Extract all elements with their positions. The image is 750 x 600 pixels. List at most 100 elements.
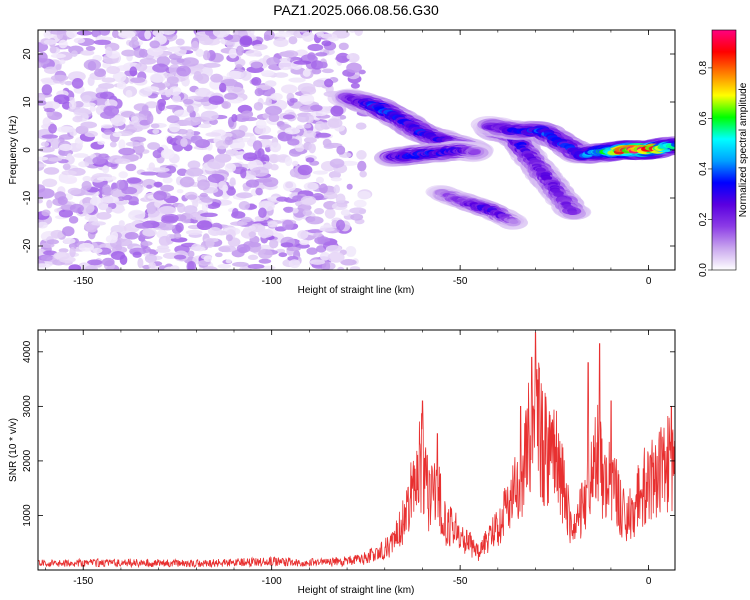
noise-blob xyxy=(68,72,82,79)
noise-blob xyxy=(139,57,157,65)
noise-blob xyxy=(276,196,289,202)
noise-blob xyxy=(311,68,322,75)
noise-blob xyxy=(287,138,300,146)
noise-blob xyxy=(305,157,315,163)
noise-blob xyxy=(38,163,47,168)
noise-blob xyxy=(159,223,176,231)
noise-blob xyxy=(186,105,194,114)
noise-blob xyxy=(43,250,57,256)
noise-blob xyxy=(38,99,47,106)
signal-track-4-segment xyxy=(567,210,578,215)
noise-blob xyxy=(158,102,165,112)
noise-blob xyxy=(102,184,111,194)
noise-blob xyxy=(146,113,154,125)
noise-blob xyxy=(121,186,138,195)
noise-blob xyxy=(197,179,210,191)
noise-blob xyxy=(240,70,252,81)
noise-blob xyxy=(43,30,51,39)
noise-blob xyxy=(112,71,127,83)
noise-blob xyxy=(240,216,253,223)
noise-blob xyxy=(297,164,313,176)
noise-blob xyxy=(337,266,345,270)
noise-blob xyxy=(267,221,278,228)
noise-blob xyxy=(225,234,233,242)
noise-blob xyxy=(349,207,367,214)
noise-blob xyxy=(75,143,84,149)
noise-blob xyxy=(239,266,251,270)
noise-blob xyxy=(335,219,346,231)
noise-blob xyxy=(258,248,273,259)
noise-blob xyxy=(93,39,112,46)
noise-blob xyxy=(297,114,310,123)
noise-blob xyxy=(314,120,326,131)
noise-blob xyxy=(313,232,323,238)
noise-blob xyxy=(118,30,136,39)
noise-blob xyxy=(187,250,195,258)
noise-blob xyxy=(185,229,203,235)
noise-blob xyxy=(66,30,78,39)
chart-title: PAZ1.2025.066.08.56.G30 xyxy=(273,2,439,18)
noise-blob xyxy=(346,54,354,60)
noise-blob xyxy=(313,79,327,88)
noise-blob xyxy=(165,104,183,110)
noise-blob xyxy=(355,122,367,130)
noise-blob xyxy=(307,229,323,234)
noise-blob xyxy=(350,82,360,89)
noise-blob xyxy=(48,123,57,134)
noise-blob xyxy=(217,263,232,269)
noise-blob xyxy=(91,195,98,206)
noise-blob xyxy=(321,40,332,47)
noise-blob xyxy=(224,136,233,145)
noise-blob xyxy=(356,150,367,160)
noise-blob xyxy=(180,137,188,148)
noise-blob xyxy=(295,49,308,57)
noise-blob xyxy=(235,64,243,70)
noise-blob xyxy=(80,50,95,56)
noise-blob xyxy=(152,128,160,135)
noise-blob xyxy=(103,129,113,135)
noise-blob xyxy=(38,221,48,229)
noise-blob xyxy=(118,139,126,151)
noise-blob xyxy=(73,153,89,158)
noise-blob xyxy=(153,181,163,188)
noise-blob xyxy=(257,228,274,238)
noise-blob xyxy=(284,127,301,135)
noise-blob xyxy=(194,87,211,97)
noise-blob xyxy=(42,117,51,128)
noise-blob xyxy=(229,129,246,139)
noise-blob xyxy=(81,95,92,103)
noise-blob xyxy=(166,76,179,85)
noise-blob xyxy=(315,132,332,138)
noise-blob xyxy=(53,94,70,105)
noise-blob xyxy=(187,160,201,170)
noise-blob xyxy=(288,36,298,45)
noise-blob xyxy=(69,246,76,258)
noise-blob xyxy=(196,220,213,231)
noise-blob xyxy=(126,141,142,147)
noise-blob xyxy=(228,48,238,59)
noise-blob xyxy=(99,91,115,100)
noise-blob xyxy=(323,192,338,200)
noise-blob xyxy=(338,42,349,51)
noise-blob xyxy=(58,209,74,218)
noise-blob xyxy=(240,168,247,179)
noise-blob xyxy=(87,60,97,71)
noise-blob xyxy=(275,248,286,254)
noise-blob xyxy=(324,78,334,88)
noise-blob xyxy=(357,160,367,172)
noise-blob xyxy=(346,183,353,190)
noise-blob xyxy=(340,259,357,266)
noise-blob xyxy=(38,199,43,204)
noise-blob xyxy=(94,68,107,78)
snr-y-tick-label: 1000 xyxy=(22,504,33,527)
noise-blob xyxy=(130,116,139,123)
noise-blob xyxy=(333,184,340,194)
noise-blob xyxy=(177,203,186,214)
noise-blob xyxy=(231,113,238,123)
noise-blob xyxy=(349,30,356,33)
noise-blob xyxy=(324,208,336,219)
noise-blob xyxy=(105,46,113,58)
noise-blob xyxy=(179,176,195,188)
noise-blob xyxy=(158,206,177,215)
noise-blob xyxy=(198,35,214,46)
